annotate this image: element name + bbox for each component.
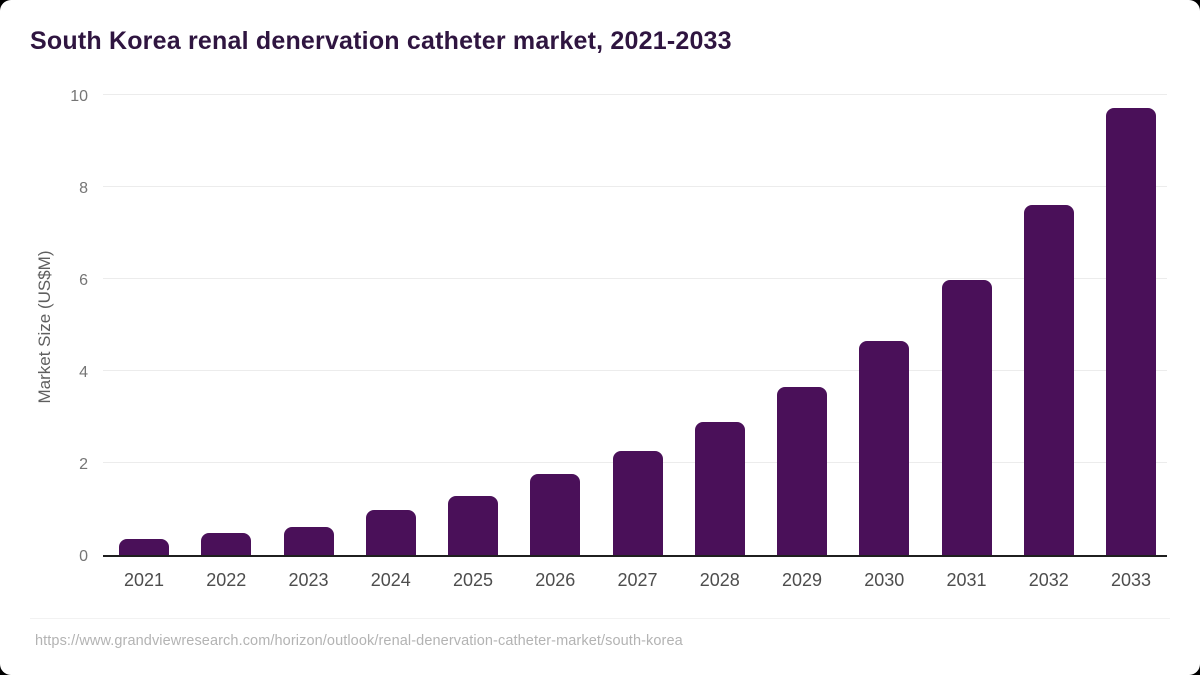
plot-area [103, 94, 1167, 557]
y-tick-label: 4 [79, 364, 88, 381]
gridline [103, 278, 1167, 279]
footer-divider [30, 618, 1170, 619]
x-tick-label: 2021 [123, 570, 165, 590]
gridline [103, 94, 1167, 95]
y-tick-label: 10 [70, 88, 88, 105]
y-tick-label: 8 [79, 180, 88, 197]
bar-2028[interactable] [694, 422, 745, 555]
gridline [103, 370, 1167, 371]
x-tick-label: 2027 [617, 570, 658, 590]
y-tick-label: 6 [79, 272, 88, 289]
x-tick-label: 2029 [781, 570, 823, 590]
x-tick-label: 2032 [1028, 570, 1069, 590]
bar-2023[interactable] [283, 527, 334, 555]
x-tick-label: 2024 [370, 570, 411, 590]
bar-2024[interactable] [365, 509, 416, 555]
gridline [103, 186, 1167, 187]
bar-2021[interactable] [119, 538, 169, 555]
y-tick-label: 0 [79, 548, 88, 565]
x-tick-label: 2033 [1110, 570, 1152, 590]
x-tick-label: 2026 [535, 570, 576, 590]
bar-2022[interactable] [201, 532, 252, 555]
bar-2025[interactable] [448, 495, 498, 555]
bar-2030[interactable] [859, 340, 910, 555]
bar-2026[interactable] [530, 473, 581, 555]
x-tick-label: 2028 [699, 570, 740, 590]
bar-2027[interactable] [612, 451, 663, 555]
y-tick-label: 2 [79, 456, 88, 473]
x-tick-label: 2022 [206, 570, 247, 590]
bar-2029[interactable] [777, 386, 827, 555]
x-tick-label: 2031 [946, 570, 987, 590]
x-tick-label: 2025 [452, 570, 494, 590]
x-tick-label: 2030 [864, 570, 905, 590]
bar-2033[interactable] [1106, 108, 1156, 555]
source-url: https://www.grandviewresearch.com/horizo… [35, 633, 683, 649]
bar-2032[interactable] [1023, 205, 1074, 555]
chart-title: South Korea renal denervation catheter m… [30, 27, 732, 55]
bar-2031[interactable] [941, 280, 992, 555]
x-tick-label: 2023 [288, 570, 329, 590]
